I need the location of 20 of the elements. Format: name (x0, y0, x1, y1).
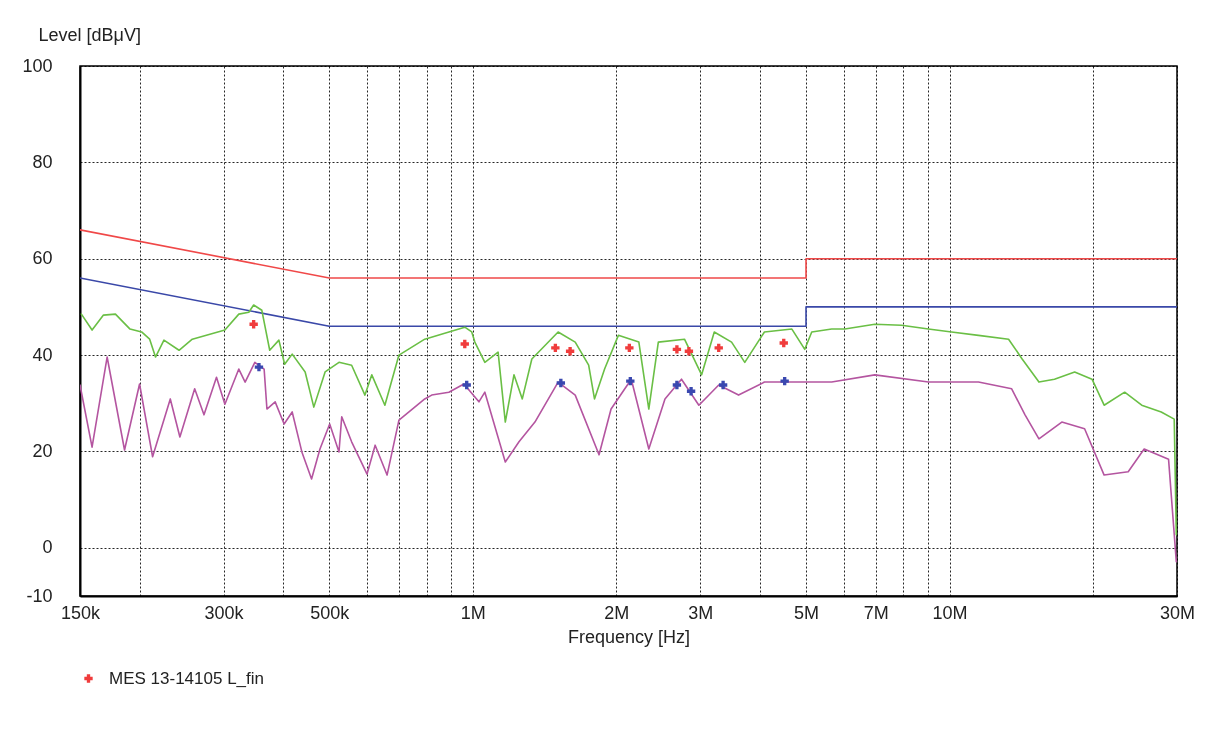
y-tick-label: 40 (32, 344, 53, 365)
x-tick-label: 7M (863, 602, 889, 623)
x-tick-label: 300k (204, 602, 245, 623)
y-tick-label: -10 (26, 585, 53, 606)
x-tick-label: 10M (932, 602, 968, 623)
y-tick-label: 0 (42, 537, 53, 558)
x-axis-title: Frequency [Hz] (567, 626, 691, 647)
x-tick-label: 5M (794, 602, 820, 623)
y-tick-label: 80 (32, 151, 53, 172)
y-axis-title: Level [dBμV] (38, 24, 141, 45)
y-tick-label: 20 (32, 440, 53, 461)
x-tick-label: 2M (604, 602, 630, 623)
x-tick-label: 1M (460, 602, 486, 623)
x-tick-label: 3M (688, 602, 714, 623)
x-tick-label: 500k (310, 602, 351, 623)
x-tick-label: 30M (1159, 602, 1196, 623)
y-tick-label: 100 (22, 55, 53, 76)
x-tick-label: 150k (60, 602, 102, 623)
legend-label: MES 13-14105 L_fin (109, 668, 264, 688)
y-tick-label: 60 (32, 248, 53, 269)
